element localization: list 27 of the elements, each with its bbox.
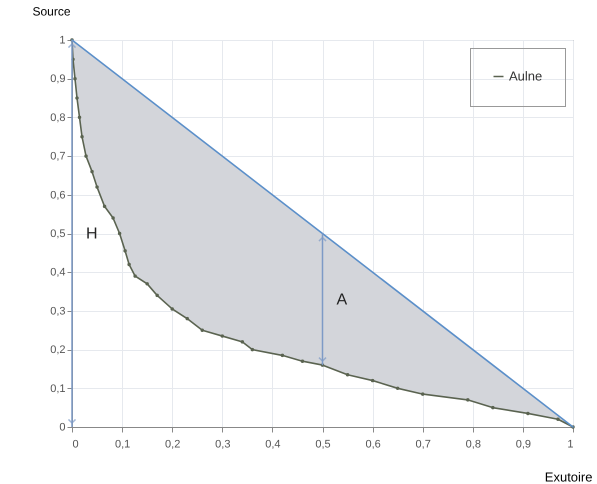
x-axis-title: Exutoire <box>544 470 592 484</box>
x-tick-label: 0,2 <box>165 438 180 450</box>
annotation: H <box>86 226 98 242</box>
y-tick-label: 0,7 <box>50 150 66 163</box>
legend-label: Aulne <box>509 68 542 84</box>
y-tick-label: 0,9 <box>50 73 66 86</box>
x-tick-label: 0 <box>72 438 79 450</box>
x-tick-label: 0,8 <box>466 438 481 450</box>
y-tick-label: 0,4 <box>50 266 66 279</box>
x-tick-label: 0,6 <box>365 438 381 450</box>
y-tick-label: 0,8 <box>50 112 66 124</box>
y-axis-title: Source <box>32 4 71 18</box>
y-tick-label: 1 <box>59 34 66 46</box>
y-tick-label: 0,3 <box>50 305 66 318</box>
x-tick-label: 0,1 <box>114 438 130 450</box>
y-tick-label: 0,5 <box>50 228 66 240</box>
x-tick-label: 0,9 <box>516 438 532 450</box>
x-tick-label: 0,7 <box>416 438 431 450</box>
x-tick-label: 0,4 <box>265 438 281 450</box>
x-tick-label: 0,3 <box>215 438 230 450</box>
y-tick-label: 0,2 <box>50 344 66 356</box>
y-tick-label: 0 <box>59 422 66 434</box>
x-tick-label: 0,5 <box>315 438 331 450</box>
y-tick-label: 0,6 <box>50 189 66 202</box>
annotation: A <box>336 291 348 308</box>
y-tick-label: 0,1 <box>50 382 66 395</box>
x-tick-label: 1 <box>567 438 574 450</box>
